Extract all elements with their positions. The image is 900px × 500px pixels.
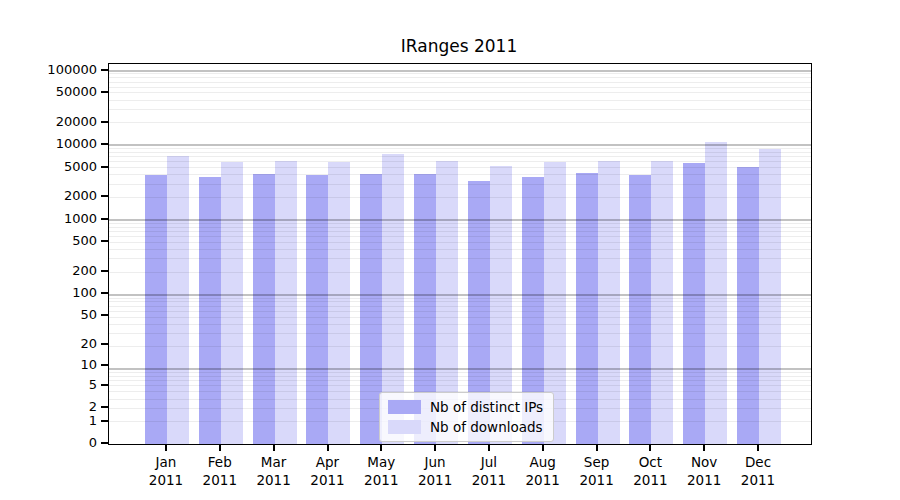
y-tick: [101, 218, 108, 220]
gridline-minor: [109, 82, 811, 83]
y-tick-label-100000: 100000: [22, 63, 97, 77]
bar-downloads-dec: [759, 149, 781, 444]
y-tick-label-1000: 1000: [22, 212, 97, 226]
legend-label-downloads: Nb of downloads: [430, 419, 543, 435]
y-tick: [101, 143, 108, 145]
plot-area: [108, 63, 812, 445]
y-tick: [101, 166, 108, 168]
chart-title: IRanges 2011: [108, 36, 810, 56]
y-tick: [101, 240, 108, 242]
y-tick-label-20: 20: [22, 337, 97, 351]
y-tick: [101, 384, 108, 386]
x-tick: [757, 445, 759, 451]
bar-downloads-feb: [221, 162, 243, 444]
x-tick: [542, 445, 544, 451]
x-tick: [380, 445, 382, 451]
bar-downloads-jan: [167, 156, 189, 444]
legend-item-downloads: Nb of downloads: [388, 419, 543, 435]
y-tick-label-200: 200: [22, 264, 97, 278]
bar-distinct-ips-feb: [199, 177, 221, 444]
legend: Nb of distinct IPs Nb of downloads: [379, 392, 554, 442]
gridline-minor: [109, 92, 811, 93]
chart-figure: IRanges 2011 0 12 5 10 20 50 100 200 500 1000 2000…: [0, 0, 900, 500]
y-tick: [101, 364, 108, 366]
gridline-minor: [109, 122, 811, 123]
bar-distinct-ips-mar: [253, 174, 275, 445]
y-tick: [101, 195, 108, 197]
y-tick: [101, 442, 108, 444]
gridline-major: [109, 70, 811, 72]
gridline-minor: [109, 100, 811, 101]
bar-distinct-ips-apr: [306, 175, 328, 444]
y-tick-label-2: 2: [22, 400, 97, 414]
y-tick-label-5: 5: [22, 378, 97, 392]
bar-distinct-ips-oct: [629, 175, 651, 445]
bar-downloads-sep: [598, 161, 620, 444]
gridline-minor: [109, 77, 811, 78]
y-tick: [101, 420, 108, 422]
y-tick: [101, 69, 108, 71]
y-tick: [101, 91, 108, 93]
y-tick: [101, 270, 108, 272]
y-tick-label-10000: 10000: [22, 137, 97, 151]
bar-distinct-ips-nov: [683, 163, 705, 444]
gridline-minor: [109, 87, 811, 88]
y-tick-label-2000: 2000: [22, 189, 97, 203]
x-tick: [273, 445, 275, 451]
y-tick-label-10: 10: [22, 358, 97, 372]
x-tick: [488, 445, 490, 451]
x-tick: [165, 445, 167, 451]
y-tick: [101, 292, 108, 294]
x-tick-label-dec-2011: Dec2011: [723, 453, 793, 489]
y-tick-label-100: 100: [22, 286, 97, 300]
y-tick-label-20000: 20000: [22, 115, 97, 129]
legend-swatch-downloads: [388, 420, 421, 434]
gridline-minor: [109, 109, 811, 110]
x-tick: [703, 445, 705, 451]
y-tick-label-500: 500: [22, 234, 97, 248]
y-tick-label-50000: 50000: [22, 85, 97, 99]
legend-swatch-distinct-ips: [388, 400, 421, 414]
bar-downloads-mar: [275, 161, 297, 444]
y-tick: [101, 314, 108, 316]
bar-distinct-ips-dec: [737, 167, 759, 444]
y-tick-label-50: 50: [22, 308, 97, 322]
y-tick-label-1: 1: [22, 414, 97, 428]
bar-downloads-oct: [651, 161, 673, 444]
x-tick: [327, 445, 329, 451]
y-tick-label-5000: 5000: [22, 160, 97, 174]
x-tick: [434, 445, 436, 451]
x-tick: [219, 445, 221, 451]
y-tick: [101, 121, 108, 123]
x-tick: [596, 445, 598, 451]
y-tick: [101, 406, 108, 408]
x-tick: [649, 445, 651, 451]
bar-downloads-apr: [328, 162, 350, 444]
gridline-minor: [109, 73, 811, 74]
y-tick: [101, 343, 108, 345]
legend-label-distinct-ips: Nb of distinct IPs: [430, 399, 543, 415]
bar-distinct-ips-sep: [576, 173, 598, 445]
legend-item-distinct-ips: Nb of distinct IPs: [388, 399, 543, 415]
bar-distinct-ips-jan: [145, 175, 167, 444]
y-tick-label-0: 0: [22, 436, 97, 450]
bar-downloads-nov: [705, 142, 727, 444]
